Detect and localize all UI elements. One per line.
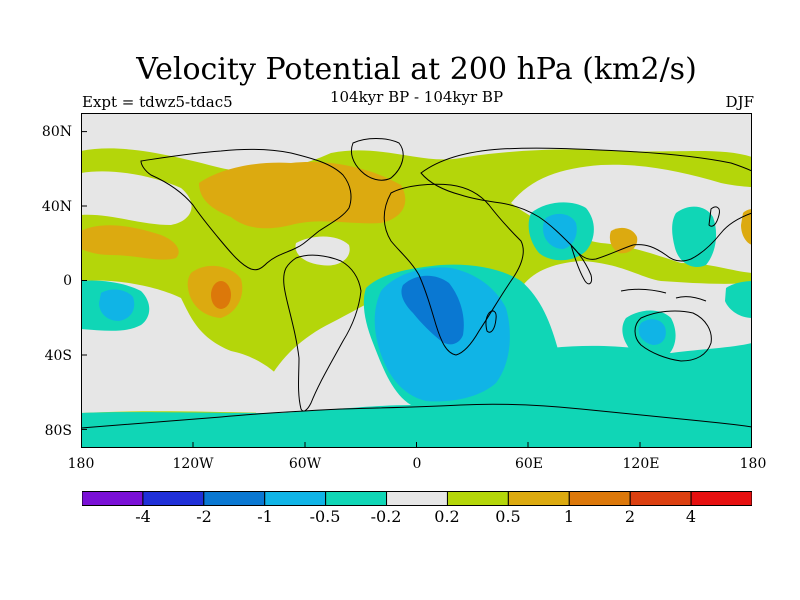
- contour-orange-pacific: [81, 225, 179, 260]
- experiment-label: Expt = tdwz5-tdac5: [82, 93, 233, 111]
- colorbar-box-1: [82, 491, 144, 506]
- colorbar-box-7: [446, 491, 509, 506]
- lon-label-180e: 180: [739, 456, 767, 472]
- contour-grey-indian: [521, 261, 752, 353]
- colorbar-label-6: 0.2: [434, 507, 460, 526]
- colorbar-box-9: [568, 491, 631, 506]
- colorbar-box-2: [142, 491, 205, 506]
- contour-teal-eastpacific-s: [725, 281, 752, 318]
- colorbar-label-1: -4: [135, 507, 151, 526]
- colorbar-label-9: 2: [624, 507, 636, 526]
- contour-orange-dateline: [741, 209, 752, 245]
- contour-lightblue-arabia: [543, 213, 577, 249]
- contour-blue-africa: [401, 275, 464, 345]
- colorbar-label-5: -0.2: [370, 507, 402, 526]
- contour-darkorange-pacific: [211, 281, 231, 309]
- colorbar-box-10: [629, 491, 692, 506]
- lat-label-40s: 40S: [44, 348, 72, 364]
- lon-label-120e: 120E: [622, 456, 660, 472]
- map-title: Velocity Potential at 200 hPa (km2/s): [136, 52, 697, 87]
- colorbar-label-10: 4: [685, 507, 697, 526]
- lon-label-180w: 180: [67, 456, 95, 472]
- lat-label-0: 0: [63, 273, 72, 289]
- colorbar-box-3: [203, 491, 266, 506]
- velocity-potential-map: [81, 113, 752, 448]
- contour-teal-westpacific: [672, 206, 717, 268]
- contour-lightblue-australia: [638, 319, 666, 345]
- contour-orange-atlantic: [199, 162, 406, 229]
- colorbar-box-6: [386, 491, 448, 506]
- lon-label-120w: 120W: [172, 456, 214, 472]
- contour-orange-southchina: [609, 227, 638, 254]
- lon-label-60e: 60E: [514, 456, 544, 472]
- colorbar-boxes: [82, 491, 752, 506]
- season-label: DJF: [725, 93, 754, 111]
- colorbar-label-7: 0.5: [495, 507, 521, 526]
- colorbar: [82, 491, 752, 506]
- contour-grey-arctic: [81, 113, 752, 172]
- lat-label-80s: 80S: [44, 423, 72, 439]
- contour-grey-pacific-nw: [81, 171, 192, 225]
- map-ticks: [81, 131, 641, 448]
- colorbar-box-5: [325, 491, 388, 506]
- lon-label-0: 0: [412, 456, 422, 472]
- colorbar-box-11: [690, 491, 752, 506]
- contour-grey-caribbean: [295, 236, 350, 266]
- colorbar-box-4: [264, 491, 327, 506]
- map-subtitle: 104kyr BP - 104kyr BP: [329, 88, 504, 106]
- colorbar-label-4: -0.5: [309, 507, 341, 526]
- contour-teal-south: [81, 343, 752, 448]
- lat-label-80n: 80N: [41, 124, 72, 140]
- lat-label-40n: 40N: [41, 199, 72, 215]
- colorbar-label-8: 1: [563, 507, 575, 526]
- colorbar-label-3: -1: [257, 507, 273, 526]
- contour-lightblue-pacific: [99, 289, 135, 321]
- colorbar-box-8: [507, 491, 570, 506]
- lon-label-60w: 60W: [288, 456, 322, 472]
- coastlines: [81, 138, 752, 429]
- colorbar-label-2: -2: [196, 507, 212, 526]
